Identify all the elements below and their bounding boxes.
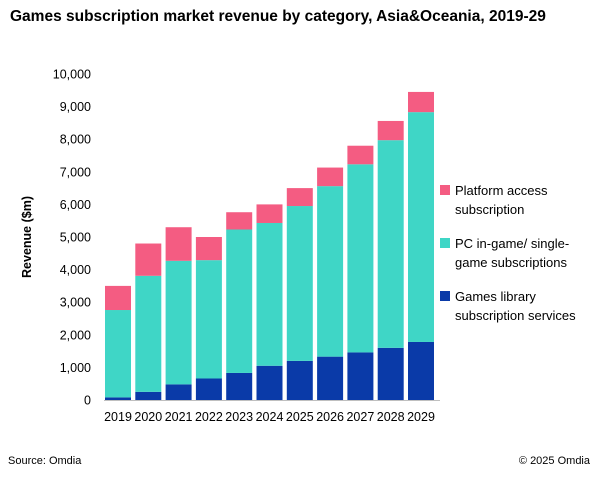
legend-label: subscription — [455, 202, 524, 217]
copyright-note: © 2025 Omdia — [518, 455, 590, 467]
bar-segment — [317, 186, 344, 357]
x-tick-label: 2025 — [286, 410, 314, 424]
bar-segment — [317, 167, 344, 187]
x-tick-label: 2021 — [165, 410, 193, 424]
x-axis-ticks: 2019 2020 2021 2022 2023 2024 2025 2026 2027 2028… — [104, 410, 435, 424]
bar-segment — [226, 372, 253, 400]
bar-segment — [256, 365, 283, 400]
legend-swatch — [440, 238, 450, 248]
y-tick-label: 10,000 — [53, 68, 91, 82]
bar-segment — [135, 275, 162, 392]
x-tick-label: 2028 — [377, 410, 405, 424]
y-tick-label: 2,000 — [60, 328, 91, 342]
bar-segment — [165, 384, 192, 400]
y-tick-label: 5,000 — [60, 231, 91, 245]
legend-label: game subscriptions — [455, 255, 567, 270]
bar-segment — [105, 397, 131, 400]
bar-segment — [408, 91, 434, 113]
bar-segment — [408, 341, 434, 400]
legend-swatch — [440, 185, 450, 195]
x-tick-label: 2029 — [407, 410, 435, 424]
source-note: Source: Omdia — [8, 455, 82, 467]
y-tick-label: 6,000 — [60, 198, 91, 212]
legend: Platform access subscription PC in-game/ s… — [440, 183, 576, 323]
bar-segment — [195, 260, 222, 379]
y-tick-label: 3,000 — [60, 296, 91, 310]
bar-segment — [226, 229, 253, 373]
x-tick-label: 2022 — [195, 410, 223, 424]
bar-segment — [105, 310, 131, 398]
bar-segment — [377, 347, 404, 400]
x-tick-label: 2026 — [316, 410, 344, 424]
x-tick-label: 2020 — [134, 410, 162, 424]
bar-segment — [195, 378, 222, 400]
y-axis-title: Revenue ($m) — [20, 196, 34, 278]
stacked-bar-chart: Revenue ($m) 0 1,000 2,000 3,000 4,000 5,000 6… — [20, 68, 576, 425]
legend-label: subscription services — [455, 308, 576, 323]
y-axis-ticks: 0 1,000 2,000 3,000 4,000 5,000 6,000 7,000 8,00… — [53, 68, 91, 408]
bar-segment — [286, 206, 313, 361]
x-tick-label: 2024 — [256, 410, 284, 424]
bar-segment — [347, 164, 374, 353]
y-tick-label: 8,000 — [60, 133, 91, 147]
bar-segment — [377, 120, 404, 141]
x-tick-label: 2019 — [104, 410, 132, 424]
x-tick-label: 2027 — [346, 410, 374, 424]
bar-segment — [347, 352, 374, 400]
bar-segment — [256, 204, 283, 223]
y-tick-label: 9,000 — [60, 100, 91, 114]
bar-segment — [226, 212, 253, 230]
legend-label: Platform access — [455, 183, 548, 198]
bar-segment — [286, 188, 313, 207]
legend-label: PC in-game/ single- — [455, 236, 569, 251]
y-tick-label: 4,000 — [60, 263, 91, 277]
y-tick-label: 7,000 — [60, 165, 91, 179]
legend-swatch — [440, 291, 450, 301]
bar-segment — [135, 243, 162, 276]
bar-segment — [408, 112, 434, 342]
bar-segment — [377, 140, 404, 348]
x-tick-label: 2023 — [225, 410, 253, 424]
chart-title: Games subscription market revenue by cat… — [10, 8, 546, 25]
bar-segment — [105, 285, 131, 311]
y-tick-label: 0 — [84, 394, 91, 408]
bar-segment — [135, 391, 162, 400]
legend-label: Games library — [455, 289, 536, 304]
bar-segment — [256, 222, 283, 366]
bar-segment — [165, 260, 192, 385]
y-tick-label: 1,000 — [60, 361, 91, 375]
bar-segment — [195, 237, 222, 261]
bar-segment — [347, 145, 374, 165]
bars — [105, 91, 434, 400]
bar-segment — [165, 227, 192, 261]
y-axis-title-group: Revenue ($m) — [20, 196, 34, 278]
bar-segment — [286, 360, 313, 400]
bar-segment — [317, 356, 344, 400]
